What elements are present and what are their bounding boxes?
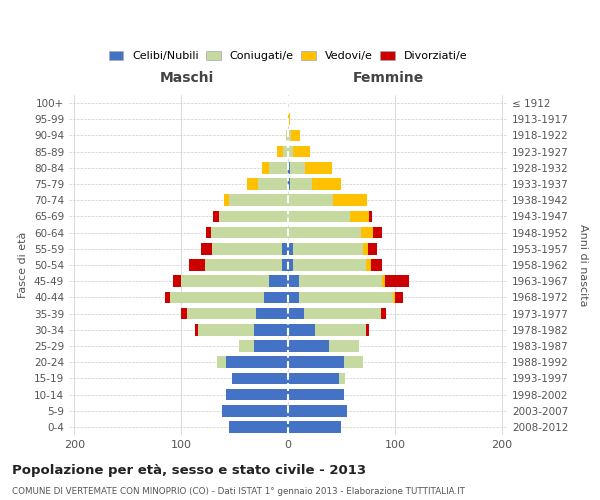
Bar [288,292,299,303]
Bar [202,243,212,254]
Bar [395,292,403,303]
Bar [226,356,288,368]
Bar [305,162,332,173]
Bar [281,243,288,254]
Bar [339,372,344,384]
Bar [293,146,310,158]
Bar [262,162,269,173]
Bar [283,146,288,158]
Bar [229,421,288,432]
Bar [288,308,304,320]
Bar [254,324,288,336]
Bar [232,372,288,384]
Text: COMUNE DI VERTEMATE CON MINOPRIO (CO) - Dati ISTAT 1° gennaio 2013 - Elaborazion: COMUNE DI VERTEMATE CON MINOPRIO (CO) - … [12,488,465,496]
Bar [281,259,288,271]
Bar [288,372,339,384]
Bar [366,259,371,271]
Bar [195,324,198,336]
Bar [368,243,377,254]
Bar [288,405,347,416]
Bar [170,292,265,303]
Bar [269,276,288,287]
Bar [288,243,293,254]
Bar [288,178,290,190]
Bar [206,227,211,238]
Bar [350,210,369,222]
Bar [187,308,256,320]
Bar [333,194,367,206]
Text: Femmine: Femmine [353,71,424,85]
Bar [218,210,288,222]
Bar [188,259,205,271]
Bar [288,210,350,222]
Bar [288,194,333,206]
Text: Maschi: Maschi [160,71,214,85]
Bar [299,292,392,303]
Bar [290,162,305,173]
Bar [277,146,283,158]
Bar [315,324,366,336]
Bar [382,276,385,287]
Bar [212,243,281,254]
Legend: Celibi/Nubili, Coniugati/e, Vedovi/e, Divorziati/e: Celibi/Nubili, Coniugati/e, Vedovi/e, Di… [104,46,472,66]
Bar [293,259,366,271]
Bar [363,243,368,254]
Bar [229,194,288,206]
Bar [181,308,187,320]
Bar [165,292,170,303]
Bar [304,308,381,320]
Bar [205,259,281,271]
Bar [288,356,344,368]
Bar [288,114,290,125]
Bar [286,130,288,141]
Bar [288,324,315,336]
Bar [381,308,386,320]
Bar [385,276,409,287]
Bar [288,388,344,400]
Bar [226,388,288,400]
Bar [288,146,293,158]
Bar [288,421,341,432]
Bar [291,130,300,141]
Bar [239,340,254,352]
Bar [198,324,254,336]
Bar [288,259,293,271]
Bar [181,276,269,287]
Text: Popolazione per età, sesso e stato civile - 2013: Popolazione per età, sesso e stato civil… [12,464,366,477]
Bar [256,308,288,320]
Bar [366,324,369,336]
Bar [361,227,373,238]
Bar [288,130,291,141]
Bar [258,178,288,190]
Bar [329,340,359,352]
Bar [299,276,382,287]
Bar [311,178,341,190]
Bar [293,243,363,254]
Bar [392,292,395,303]
Bar [288,340,329,352]
Bar [290,178,311,190]
Bar [344,356,363,368]
Bar [288,227,361,238]
Bar [224,194,229,206]
Bar [254,340,288,352]
Bar [265,292,288,303]
Bar [373,227,382,238]
Bar [288,276,299,287]
Bar [222,405,288,416]
Bar [247,178,258,190]
Bar [369,210,373,222]
Bar [288,162,290,173]
Bar [269,162,288,173]
Bar [211,227,288,238]
Bar [217,356,226,368]
Bar [213,210,218,222]
Y-axis label: Anni di nascita: Anni di nascita [578,224,588,306]
Bar [173,276,181,287]
Y-axis label: Fasce di età: Fasce di età [19,232,28,298]
Bar [371,259,382,271]
